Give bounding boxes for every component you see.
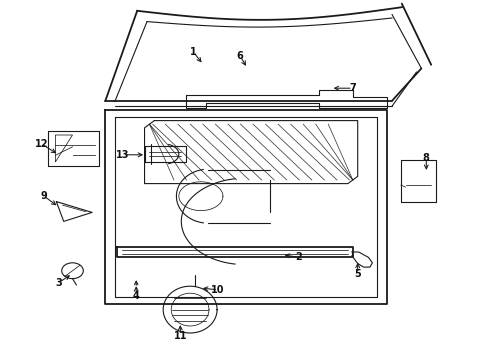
Text: 4: 4 (133, 291, 140, 301)
Text: 13: 13 (116, 150, 129, 160)
Text: 3: 3 (55, 278, 62, 288)
Text: 12: 12 (35, 139, 49, 149)
Text: 8: 8 (423, 153, 430, 163)
Text: 5: 5 (354, 269, 361, 279)
Text: 10: 10 (211, 285, 225, 295)
Text: 11: 11 (173, 330, 187, 341)
Text: 7: 7 (349, 83, 356, 93)
Text: 6: 6 (237, 51, 244, 61)
Text: 1: 1 (190, 47, 197, 57)
Text: 2: 2 (295, 252, 302, 262)
Text: 9: 9 (41, 191, 48, 201)
